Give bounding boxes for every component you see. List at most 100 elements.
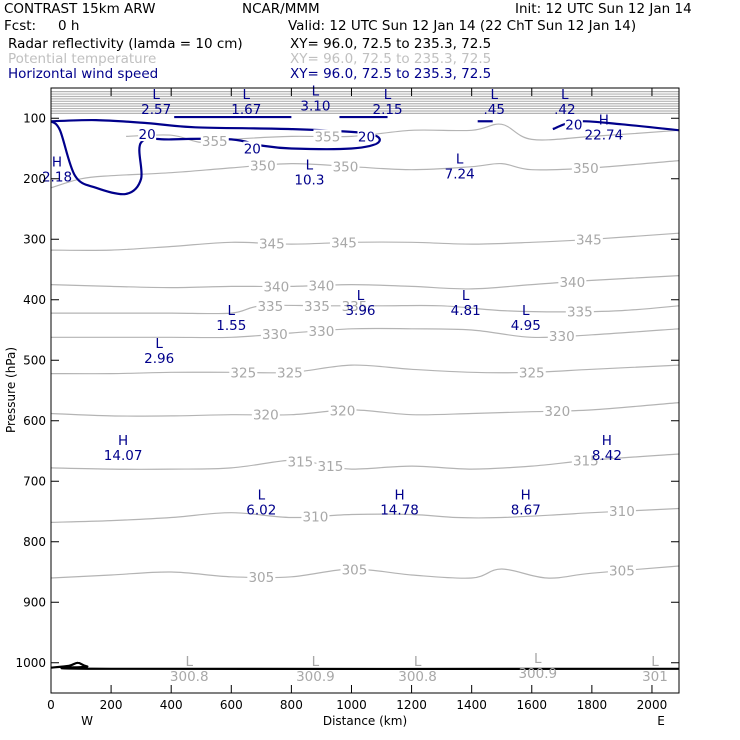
wind-extremum-value: 6.02	[246, 502, 276, 518]
theta-extremum-value: 301	[642, 669, 668, 685]
wind-extremum-value: .42	[554, 102, 575, 118]
wind-low-marker: L	[462, 288, 470, 304]
theta-contour-label: 350	[250, 159, 276, 175]
wind-extremum-value: 3.96	[345, 303, 375, 319]
wind-low-marker: L	[243, 87, 251, 103]
field-reflectivity-name: Radar reflectivity (lamda = 10 cm)	[8, 36, 243, 52]
theta-contour-label: 350	[333, 159, 359, 175]
theta-label-bg	[565, 304, 594, 319]
theta-label-bg	[607, 504, 636, 519]
wind-low-marker: L	[152, 87, 160, 103]
theta-contour-label: 315	[318, 459, 344, 475]
theta-contour-label: 340	[559, 275, 585, 291]
theta-label-bg	[607, 563, 636, 578]
reflectivity-contours	[51, 661, 679, 671]
theta-label-bg	[307, 323, 336, 338]
theta-low-marker: L	[534, 651, 542, 667]
theta-contour-label: 355	[315, 129, 341, 145]
x-tick-label: 400	[160, 698, 183, 712]
wind-extremum-value: 3.10	[300, 98, 330, 114]
theta-contour-label: 320	[253, 408, 279, 424]
wind-extremum-value: 2.15	[373, 102, 403, 118]
field-theta-xy: XY= 96.0, 72.5 to 235.3, 72.5	[290, 51, 491, 67]
y-tick-label: 700	[23, 474, 46, 488]
x-tick-label: 1800	[577, 698, 608, 712]
wind-extremum-value: 4.81	[451, 303, 481, 319]
wind-extremum-value: 14.78	[380, 502, 419, 518]
wind-low-marker: L	[258, 487, 266, 503]
wind-contour-2	[552, 120, 679, 132]
theta-contour-305	[51, 565, 679, 579]
theta-contour-label: 345	[331, 236, 357, 252]
fcst-label: Fcst:	[4, 18, 36, 34]
x-tick-label: 2000	[637, 698, 668, 712]
theta-low-marker: L	[414, 654, 422, 670]
theta-label-bg	[200, 134, 229, 149]
wind-extremum-value: 2.57	[141, 102, 171, 118]
theta-label-bg	[229, 365, 258, 380]
theta-label-bg	[313, 129, 342, 144]
y-axis-label: Pressure (hPa)	[4, 347, 18, 433]
wind-extremum-value: 2.96	[144, 351, 174, 367]
wind-high-marker: H	[52, 155, 62, 171]
x-tick-label: 1200	[396, 698, 427, 712]
org-name: NCAR/MMM	[242, 1, 320, 17]
x-tick-label: 1000	[336, 698, 367, 712]
wind-extremum-value: 2.18	[42, 170, 72, 186]
theta-extremum-value: 300.9	[296, 669, 335, 685]
wind-low-marker: L	[456, 152, 464, 168]
theta-label-bg	[571, 453, 600, 468]
wind-high-marker: H	[118, 433, 128, 449]
valid-time: Valid: 12 UTC Sun 12 Jan 14 (22 ChT Sun …	[288, 18, 636, 34]
theta-label-bg	[316, 458, 345, 473]
theta-label-bg	[256, 298, 285, 313]
east-label: E	[657, 714, 665, 728]
theta-extremum-value: 300.9	[518, 666, 557, 682]
theta-contour-label: 330	[309, 324, 335, 340]
theta-contour-label: 340	[309, 279, 335, 295]
theta-contour-355	[126, 123, 679, 144]
theta-label-bg	[547, 329, 576, 344]
wind-extremum-value: 4.95	[511, 318, 541, 334]
theta-label-bg	[331, 159, 360, 174]
theta-contour-label: 325	[230, 365, 256, 381]
wind-extremum-value: 14.07	[104, 448, 143, 464]
wind-extremum-value: 22.74	[585, 127, 624, 143]
y-tick-label: 500	[23, 353, 46, 367]
x-tick-label: 0	[47, 698, 55, 712]
field-theta-name: Potential temperature	[8, 51, 156, 67]
theta-contour-label: 335	[304, 299, 330, 315]
wind-label-bg	[243, 141, 262, 156]
west-label: W	[81, 714, 93, 728]
theta-contour-label: 330	[262, 327, 288, 343]
theta-contour-label: 305	[248, 570, 274, 586]
wind-low-marker: L	[312, 83, 320, 99]
header: CONTRAST 15km ARW NCAR/MMM Init: 12 UTC …	[4, 1, 692, 82]
theta-label-bg	[307, 278, 336, 293]
theta-low-marker: L	[312, 654, 320, 670]
x-tick-label: 200	[100, 698, 123, 712]
theta-extremum-value: 300.8	[398, 669, 437, 685]
wind-high-marker: H	[599, 112, 609, 128]
theta-label-bg	[301, 509, 330, 524]
model-title: CONTRAST 15km ARW	[4, 1, 155, 17]
x-axis-label: Distance (km)	[323, 714, 407, 728]
theta-label-bg	[543, 403, 572, 418]
y-tick-label: 1000	[15, 656, 46, 670]
theta-low-marker: L	[185, 654, 193, 670]
theta-label-bg	[571, 161, 600, 176]
theta-label-bg	[262, 279, 291, 294]
wind-low-marker: L	[561, 87, 569, 103]
wind-high-marker: H	[521, 487, 531, 503]
wind-contour-label: 20	[244, 141, 261, 157]
theta-contour-label: 330	[549, 329, 575, 345]
theta-label-bg	[574, 232, 603, 247]
theta-contours	[51, 91, 679, 579]
theta-contour-label: 325	[277, 365, 303, 381]
theta-contour-label: 335	[257, 299, 283, 315]
wind-low-marker: L	[306, 158, 314, 174]
wind-label-bg	[357, 129, 376, 144]
plot-frame	[50, 87, 680, 694]
theta-label-bg	[275, 365, 304, 380]
